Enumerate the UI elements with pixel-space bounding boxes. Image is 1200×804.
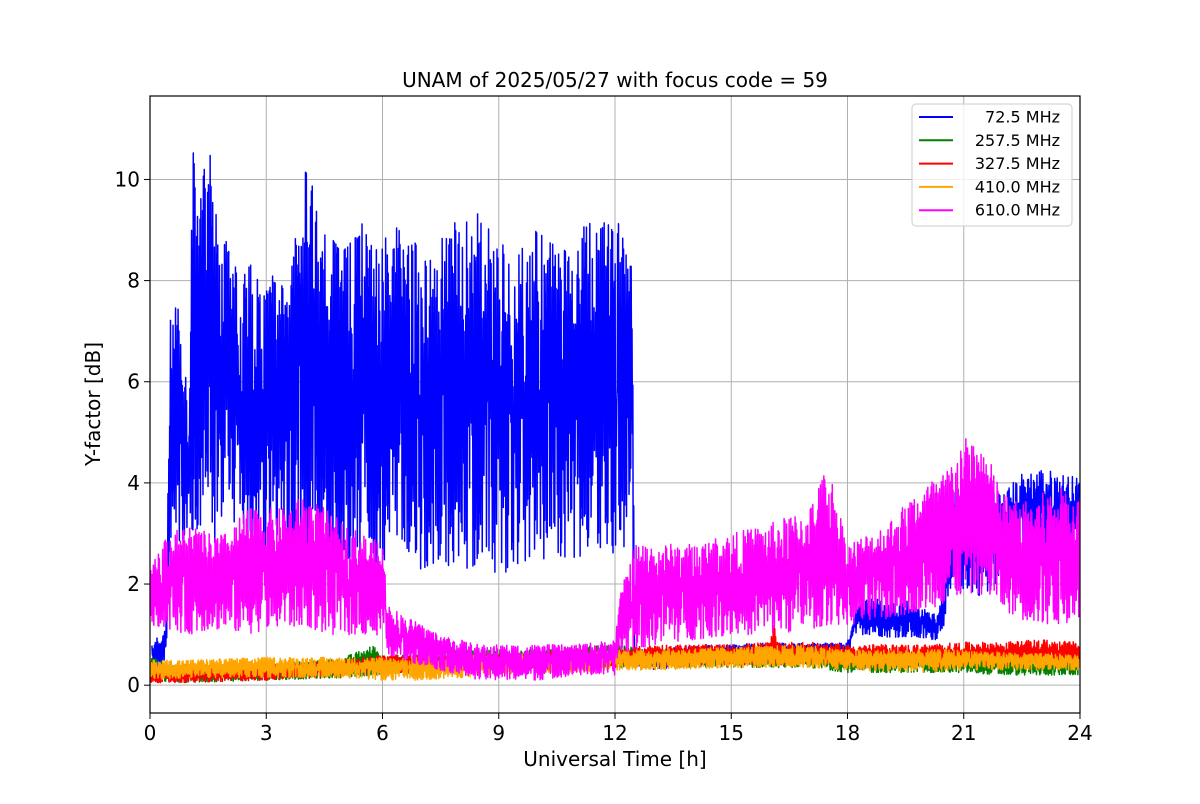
y-tick-label: 4 <box>127 471 140 495</box>
y-axis-label: Y-factor [dB] <box>81 342 105 467</box>
legend-label: 327.5 MHz <box>975 154 1060 173</box>
x-tick-label: 24 <box>1067 721 1092 745</box>
legend-label: 257.5 MHz <box>975 131 1060 150</box>
x-tick-label: 3 <box>260 721 273 745</box>
y-tick-label: 0 <box>127 673 140 697</box>
x-axis-label: Universal Time [h] <box>523 747 706 771</box>
legend-label: 72.5 MHz <box>985 108 1060 127</box>
y-tick-label: 8 <box>127 269 140 293</box>
x-tick-label: 0 <box>144 721 157 745</box>
x-tick-label: 18 <box>835 721 860 745</box>
y-axis-ticks: 0 2 4 6 8 10 <box>115 167 150 697</box>
legend-label: 410.0 MHz <box>975 177 1060 196</box>
y-tick-label: 10 <box>115 167 140 191</box>
legend: 72.5 MHz 257.5 MHz 327.5 MHz 410.0 MHz 610.0… <box>911 103 1073 227</box>
y-tick-label: 6 <box>127 370 140 394</box>
legend-box <box>911 103 1073 227</box>
x-tick-label: 9 <box>492 721 505 745</box>
chart-title: UNAM of 2025/05/27 with focus code = 59 <box>402 68 828 92</box>
series-line-4 <box>150 438 1080 681</box>
x-tick-label: 12 <box>602 721 627 745</box>
y-tick-label: 2 <box>127 572 140 596</box>
legend-label: 610.0 MHz <box>975 201 1060 220</box>
x-axis-ticks: 0 3 6 9 12 15 18 21 24 <box>144 713 1093 745</box>
series-line-0 <box>151 152 1080 671</box>
x-tick-label: 21 <box>951 721 976 745</box>
series-layer <box>150 152 1080 684</box>
x-tick-label: 6 <box>376 721 389 745</box>
x-tick-label: 15 <box>719 721 744 745</box>
